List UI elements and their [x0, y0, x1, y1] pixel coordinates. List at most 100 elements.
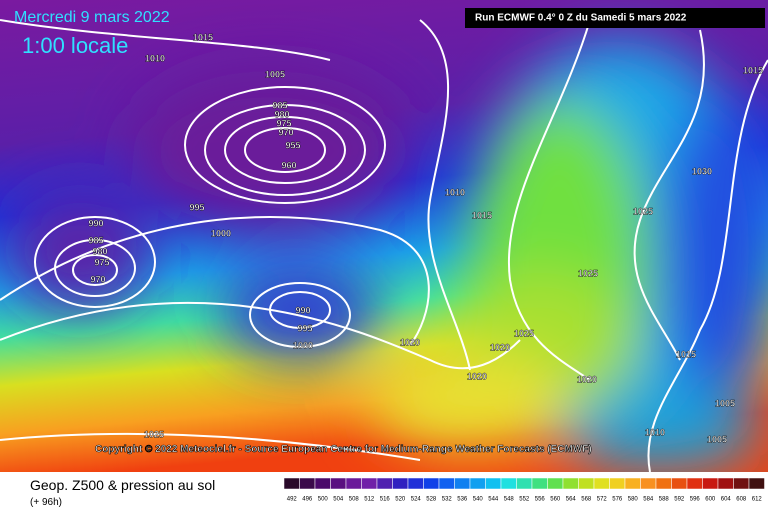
run-info: Run ECMWF 0.4° 0 Z du Samedi 5 mars 2022 — [475, 13, 687, 24]
isobar-label: 980 — [92, 246, 107, 256]
isobar-label: 1005 — [707, 434, 727, 444]
isobar-label: 1010 — [645, 427, 665, 437]
isobar-label: 1010 — [145, 53, 165, 63]
colorbar-cell — [624, 477, 641, 490]
colorbar-label: 540 — [473, 497, 484, 503]
colorbar-cell — [376, 477, 393, 490]
copyright: Copyright © 2022 Meteociel.fr - Source E… — [95, 444, 592, 455]
colorbar-label: 604 — [721, 497, 732, 503]
isobar-label: 1020 — [490, 342, 510, 352]
isobars — [0, 19, 768, 473]
isobar-label: 1025 — [578, 268, 598, 278]
isobar-label: 955 — [285, 140, 300, 150]
colorbar-cell — [361, 477, 378, 490]
isobar-label: 1020 — [400, 337, 420, 347]
colorbar-cell — [330, 477, 347, 490]
isobar-label: 1030 — [692, 166, 712, 176]
isobar-label: 1015 — [193, 32, 213, 42]
colorbar-cell — [655, 477, 672, 490]
isobar-label: 960 — [281, 160, 296, 170]
isobar-label: 1020 — [577, 374, 597, 384]
colorbar: 492 496 500 504 508 512 516 520 524 528 532 536 540 5… — [283, 477, 765, 503]
colorbar-cell — [345, 477, 362, 490]
colorbar-label: 576 — [612, 497, 623, 503]
isobar-label: 1010 — [445, 187, 465, 197]
colorbar-label: 512 — [364, 497, 375, 503]
colorbar-label: 532 — [442, 497, 453, 503]
isobar-label: 1005 — [715, 398, 735, 408]
colorbar-cell — [640, 477, 657, 490]
colorbar-cell — [283, 477, 300, 490]
colorbar-label: 492 — [287, 497, 298, 503]
colorbar-cell — [609, 477, 626, 490]
colorbar-cell — [407, 477, 424, 490]
colorbar-label: 556 — [535, 497, 546, 503]
colorbar-label: 544 — [488, 497, 499, 503]
colorbar-cell — [547, 477, 564, 490]
isobar-label: 1025 — [144, 429, 164, 439]
isobar-label: 995 — [297, 323, 312, 333]
colorbar-label: 580 — [628, 497, 639, 503]
colorbar-cell — [454, 477, 471, 490]
colorbar-label: 528 — [426, 497, 437, 503]
colorbar-label: 588 — [659, 497, 670, 503]
isobar-label: 1025 — [633, 206, 653, 216]
isobar-label: 1000 — [293, 340, 313, 350]
colorbar-cell — [392, 477, 409, 490]
isobar-labels: 1015101010059859809759709559609951000990… — [88, 32, 763, 444]
isobar-label: 1015 — [676, 349, 696, 359]
run-box — [465, 8, 765, 28]
footer-title: Geop. Z500 & pression au sol — [30, 477, 215, 493]
colorbar-cell — [671, 477, 688, 490]
colorbar-cell — [702, 477, 719, 490]
colorbar-cell — [733, 477, 750, 490]
isobar-label: 1000 — [211, 228, 231, 238]
colorbar-label: 508 — [349, 497, 360, 503]
isobar-label: 975 — [94, 257, 109, 267]
colorbar-label: 564 — [566, 497, 577, 503]
colorbar-label: 612 — [752, 497, 763, 503]
colorbar-cell — [299, 477, 316, 490]
colorbar-label: 592 — [674, 497, 685, 503]
colorbar-cell — [500, 477, 517, 490]
colorbar-label: 596 — [690, 497, 701, 503]
colorbar-cell — [748, 477, 765, 490]
isobar-label: 990 — [88, 218, 103, 228]
colorbar-cell — [516, 477, 533, 490]
colorbar-label: 536 — [457, 497, 468, 503]
colorbar-cell — [717, 477, 734, 490]
colorbar-label: 504 — [333, 497, 344, 503]
colorbar-label: 524 — [411, 497, 422, 503]
colorbar-cell — [686, 477, 703, 490]
isobar-label: 1005 — [265, 69, 285, 79]
isobar-label: 985 — [272, 100, 287, 110]
isobar-label: 990 — [295, 305, 310, 315]
colorbar-label: 572 — [597, 497, 608, 503]
colorbar-label: 548 — [504, 497, 515, 503]
colorbar-cell — [593, 477, 610, 490]
colorbar-label: 584 — [643, 497, 654, 503]
forecast-date: Mercredi 9 mars 2022 — [14, 9, 170, 26]
colorbar-cell — [578, 477, 595, 490]
colorbar-label: 496 — [302, 497, 313, 503]
colorbar-label: 500 — [318, 497, 329, 503]
colorbar-cell — [469, 477, 486, 490]
isobar-label: 980 — [274, 109, 289, 119]
isobar-label: 970 — [278, 127, 293, 137]
colorbar-cell — [562, 477, 579, 490]
isobar-label: 1020 — [467, 371, 487, 381]
forecast-time: 1:00 locale — [22, 33, 128, 58]
colorbar-label: 560 — [550, 497, 561, 503]
colorbar-label: 552 — [519, 497, 530, 503]
isobar-label: 970 — [90, 274, 105, 284]
isobar-label: 985 — [88, 235, 103, 245]
colorbar-label: 608 — [736, 497, 747, 503]
background-field — [0, 0, 768, 472]
colorbar-label: 520 — [395, 497, 406, 503]
colorbar-label: 568 — [581, 497, 592, 503]
colorbar-cell — [423, 477, 440, 490]
colorbar-cell — [314, 477, 331, 490]
isobar-label: 995 — [189, 202, 204, 212]
colorbar-label: 600 — [705, 497, 716, 503]
